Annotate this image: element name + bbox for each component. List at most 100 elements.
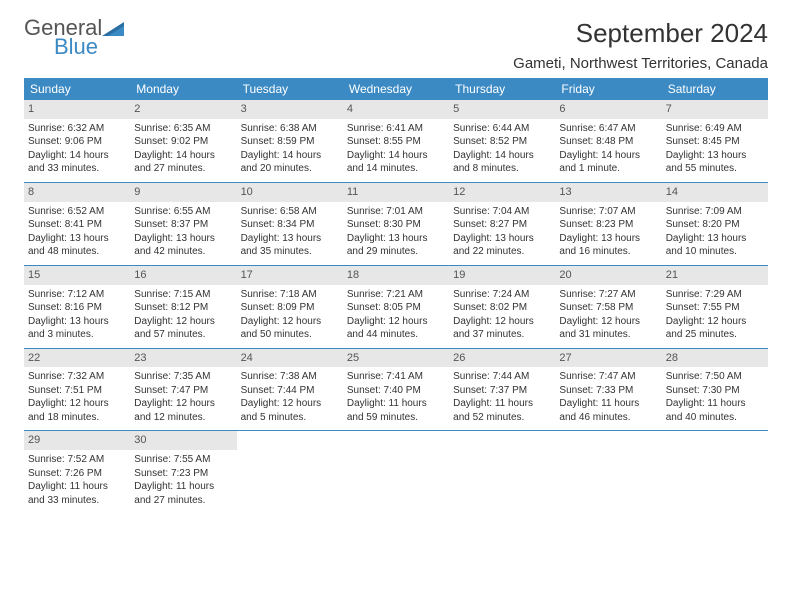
dow-tuesday: Tuesday xyxy=(237,78,343,100)
daylight-text: and 14 minutes. xyxy=(347,162,445,176)
week-row: 15Sunrise: 7:12 AMSunset: 8:16 PMDayligh… xyxy=(24,266,768,349)
sunrise-text: Sunrise: 6:32 AM xyxy=(28,122,126,136)
month-title: September 2024 xyxy=(513,18,768,49)
sunset-text: Sunset: 7:37 PM xyxy=(453,384,551,398)
week-row: 8Sunrise: 6:52 AMSunset: 8:41 PMDaylight… xyxy=(24,183,768,266)
sunrise-text: Sunrise: 6:52 AM xyxy=(28,205,126,219)
week-row: 29Sunrise: 7:52 AMSunset: 7:26 PMDayligh… xyxy=(24,431,768,513)
sunrise-text: Sunrise: 7:35 AM xyxy=(134,370,232,384)
day-cell: 18Sunrise: 7:21 AMSunset: 8:05 PMDayligh… xyxy=(343,266,449,348)
daylight-text: Daylight: 12 hours xyxy=(241,315,339,329)
week-row: 1Sunrise: 6:32 AMSunset: 9:06 PMDaylight… xyxy=(24,100,768,183)
day-cell: 1Sunrise: 6:32 AMSunset: 9:06 PMDaylight… xyxy=(24,100,130,182)
day-cell: 25Sunrise: 7:41 AMSunset: 7:40 PMDayligh… xyxy=(343,349,449,431)
sunrise-text: Sunrise: 7:52 AM xyxy=(28,453,126,467)
day-cell: 5Sunrise: 6:44 AMSunset: 8:52 PMDaylight… xyxy=(449,100,555,182)
day-number: 1 xyxy=(24,100,130,119)
week-row: 22Sunrise: 7:32 AMSunset: 7:51 PMDayligh… xyxy=(24,349,768,432)
sunset-text: Sunset: 8:59 PM xyxy=(241,135,339,149)
sunrise-text: Sunrise: 7:18 AM xyxy=(241,288,339,302)
daylight-text: Daylight: 14 hours xyxy=(28,149,126,163)
day-cell: 23Sunrise: 7:35 AMSunset: 7:47 PMDayligh… xyxy=(130,349,236,431)
daylight-text: Daylight: 13 hours xyxy=(241,232,339,246)
day-number: 28 xyxy=(662,349,768,368)
day-number: 2 xyxy=(130,100,236,119)
page: General Blue September 2024 Gameti, Nort… xyxy=(0,0,792,525)
sunrise-text: Sunrise: 7:21 AM xyxy=(347,288,445,302)
dow-wednesday: Wednesday xyxy=(343,78,449,100)
daylight-text: Daylight: 12 hours xyxy=(559,315,657,329)
day-cell: 17Sunrise: 7:18 AMSunset: 8:09 PMDayligh… xyxy=(237,266,343,348)
daylight-text: Daylight: 13 hours xyxy=(453,232,551,246)
day-cell: 6Sunrise: 6:47 AMSunset: 8:48 PMDaylight… xyxy=(555,100,661,182)
daylight-text: Daylight: 13 hours xyxy=(666,149,764,163)
daylight-text: Daylight: 13 hours xyxy=(134,232,232,246)
daylight-text: Daylight: 12 hours xyxy=(453,315,551,329)
dow-monday: Monday xyxy=(130,78,236,100)
sunset-text: Sunset: 8:55 PM xyxy=(347,135,445,149)
day-cell: 7Sunrise: 6:49 AMSunset: 8:45 PMDaylight… xyxy=(662,100,768,182)
daylight-text: Daylight: 14 hours xyxy=(453,149,551,163)
sunrise-text: Sunrise: 7:29 AM xyxy=(666,288,764,302)
sunset-text: Sunset: 8:20 PM xyxy=(666,218,764,232)
day-number: 15 xyxy=(24,266,130,285)
daylight-text: and 55 minutes. xyxy=(666,162,764,176)
calendar: SundayMondayTuesdayWednesdayThursdayFrid… xyxy=(24,78,768,513)
sunrise-text: Sunrise: 6:47 AM xyxy=(559,122,657,136)
daylight-text: and 33 minutes. xyxy=(28,494,126,508)
dow-saturday: Saturday xyxy=(662,78,768,100)
sunset-text: Sunset: 8:37 PM xyxy=(134,218,232,232)
day-cell: 13Sunrise: 7:07 AMSunset: 8:23 PMDayligh… xyxy=(555,183,661,265)
sunrise-text: Sunrise: 7:44 AM xyxy=(453,370,551,384)
daylight-text: Daylight: 12 hours xyxy=(666,315,764,329)
daylight-text: Daylight: 11 hours xyxy=(666,397,764,411)
daylight-text: Daylight: 14 hours xyxy=(241,149,339,163)
daylight-text: Daylight: 12 hours xyxy=(241,397,339,411)
day-number: 13 xyxy=(555,183,661,202)
sunrise-text: Sunrise: 7:01 AM xyxy=(347,205,445,219)
day-number: 4 xyxy=(343,100,449,119)
daylight-text: and 25 minutes. xyxy=(666,328,764,342)
sunset-text: Sunset: 8:34 PM xyxy=(241,218,339,232)
daylight-text: Daylight: 11 hours xyxy=(453,397,551,411)
day-cell: 14Sunrise: 7:09 AMSunset: 8:20 PMDayligh… xyxy=(662,183,768,265)
sunset-text: Sunset: 8:41 PM xyxy=(28,218,126,232)
daylight-text: Daylight: 13 hours xyxy=(28,232,126,246)
day-cell-empty xyxy=(662,431,768,513)
day-number: 21 xyxy=(662,266,768,285)
day-cell-empty xyxy=(343,431,449,513)
day-number: 7 xyxy=(662,100,768,119)
daylight-text: Daylight: 13 hours xyxy=(347,232,445,246)
daylight-text: Daylight: 14 hours xyxy=(347,149,445,163)
sunset-text: Sunset: 7:55 PM xyxy=(666,301,764,315)
daylight-text: Daylight: 12 hours xyxy=(28,397,126,411)
day-number: 12 xyxy=(449,183,555,202)
day-number: 16 xyxy=(130,266,236,285)
daylight-text: Daylight: 12 hours xyxy=(134,397,232,411)
logo-word-blue: Blue xyxy=(54,37,102,58)
day-cell: 12Sunrise: 7:04 AMSunset: 8:27 PMDayligh… xyxy=(449,183,555,265)
dow-sunday: Sunday xyxy=(24,78,130,100)
sunset-text: Sunset: 9:02 PM xyxy=(134,135,232,149)
sunrise-text: Sunrise: 6:35 AM xyxy=(134,122,232,136)
day-number: 11 xyxy=(343,183,449,202)
day-cell: 19Sunrise: 7:24 AMSunset: 8:02 PMDayligh… xyxy=(449,266,555,348)
sunset-text: Sunset: 8:27 PM xyxy=(453,218,551,232)
daylight-text: and 5 minutes. xyxy=(241,411,339,425)
sunrise-text: Sunrise: 7:15 AM xyxy=(134,288,232,302)
day-cell: 24Sunrise: 7:38 AMSunset: 7:44 PMDayligh… xyxy=(237,349,343,431)
daylight-text: and 1 minute. xyxy=(559,162,657,176)
dow-friday: Friday xyxy=(555,78,661,100)
sunrise-text: Sunrise: 7:55 AM xyxy=(134,453,232,467)
sunset-text: Sunset: 7:51 PM xyxy=(28,384,126,398)
daylight-text: and 57 minutes. xyxy=(134,328,232,342)
day-number: 25 xyxy=(343,349,449,368)
sunset-text: Sunset: 8:52 PM xyxy=(453,135,551,149)
day-number: 27 xyxy=(555,349,661,368)
day-number: 20 xyxy=(555,266,661,285)
day-cell: 8Sunrise: 6:52 AMSunset: 8:41 PMDaylight… xyxy=(24,183,130,265)
daylight-text: Daylight: 11 hours xyxy=(347,397,445,411)
title-block: September 2024 Gameti, Northwest Territo… xyxy=(513,18,768,72)
daylight-text: and 42 minutes. xyxy=(134,245,232,259)
day-cell: 16Sunrise: 7:15 AMSunset: 8:12 PMDayligh… xyxy=(130,266,236,348)
